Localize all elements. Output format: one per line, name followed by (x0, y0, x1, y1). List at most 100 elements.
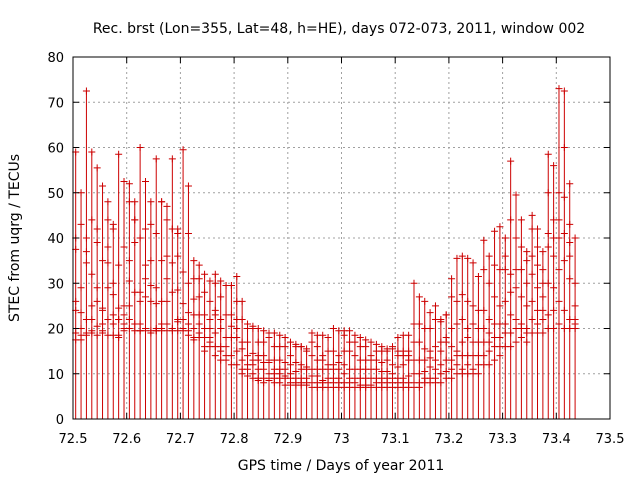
data-point (431, 302, 439, 310)
data-point (367, 338, 375, 346)
data-point (313, 343, 321, 351)
data-point (260, 365, 268, 373)
data-point (184, 182, 192, 190)
data-point (469, 302, 477, 310)
data-point (238, 370, 246, 378)
data-point (244, 365, 252, 373)
data-point (534, 243, 542, 251)
data-point (491, 227, 499, 235)
data-point (244, 352, 252, 360)
data-point (206, 297, 214, 305)
data-point (286, 352, 294, 360)
data-point (560, 144, 568, 151)
data-point (244, 372, 252, 380)
data-point (93, 331, 101, 339)
data-point (512, 284, 520, 292)
data-point (254, 356, 262, 364)
data-point (512, 191, 520, 199)
data-point (523, 279, 531, 287)
data-point (152, 155, 160, 163)
data-point (233, 272, 241, 280)
data-point (453, 297, 461, 305)
data-point (480, 306, 488, 314)
data-point (448, 325, 456, 332)
data-point (464, 361, 472, 369)
data-point (308, 338, 316, 346)
data-point (136, 288, 144, 296)
data-point (560, 229, 568, 237)
data-point (233, 334, 241, 342)
data-point (297, 343, 305, 351)
data-point (179, 268, 187, 276)
data-point (217, 277, 225, 285)
data-point (528, 252, 536, 260)
data-point (77, 309, 85, 317)
data-point (233, 347, 241, 355)
data-point (88, 315, 96, 323)
data-point (260, 352, 268, 360)
data-point (399, 361, 407, 369)
data-point (281, 334, 289, 342)
data-point (539, 293, 547, 301)
data-point (517, 293, 525, 301)
chart-title: Rec. brst (Lon=355, Lat=48, h=HE), days … (93, 21, 585, 37)
data-point (211, 352, 219, 360)
data-point (507, 157, 515, 165)
data-point (163, 252, 171, 260)
data-point (141, 261, 149, 269)
data-point (458, 252, 466, 260)
data-point (131, 216, 139, 224)
data-point (389, 343, 397, 351)
data-point (442, 311, 450, 319)
data-point (195, 320, 203, 328)
data-point (201, 288, 209, 296)
x-axis-label: GPS time / Days of year 2011 (238, 458, 445, 474)
data-point (448, 275, 456, 283)
data-point (528, 211, 536, 219)
data-point (319, 331, 327, 339)
data-point (163, 202, 171, 210)
x-tick-label: 72.8 (220, 432, 249, 447)
data-point (485, 347, 493, 355)
data-point (469, 320, 477, 328)
data-point (415, 293, 423, 301)
data-point (88, 329, 96, 337)
data-point (448, 365, 456, 373)
data-point (195, 293, 203, 301)
data-point (507, 329, 515, 337)
x-tick-label: 73.2 (434, 432, 463, 447)
data-point (405, 331, 413, 339)
data-point (426, 347, 434, 355)
data-point (544, 311, 552, 319)
data-point (437, 347, 445, 355)
data-point (136, 297, 144, 305)
data-point (550, 306, 558, 314)
data-point (415, 370, 423, 378)
data-point (480, 352, 488, 360)
data-point (206, 315, 214, 323)
data-point (136, 320, 144, 328)
axis-ticks (72, 56, 611, 420)
data-point (437, 379, 445, 387)
data-point (179, 315, 187, 323)
data-point (131, 239, 139, 247)
x-tick-label: 73.1 (381, 432, 410, 447)
data-point (104, 243, 112, 251)
data-point (351, 331, 359, 339)
data-point (528, 270, 536, 278)
data-point (501, 297, 509, 305)
x-tick-labels: 72.5 72.6 72.7 72.8 72.9 73 73.1 73.2 73.3 73.4 73… (59, 432, 625, 447)
data-point (190, 336, 198, 344)
x-tick-label: 72.5 (59, 432, 88, 447)
data-point (324, 334, 332, 342)
data-point (453, 361, 461, 369)
data-point (249, 349, 257, 357)
data-point (431, 343, 439, 351)
data-point (534, 284, 542, 292)
data-point (544, 243, 552, 251)
data-point (88, 148, 96, 156)
data-point (566, 180, 574, 188)
data-point (120, 177, 128, 185)
data-point (523, 338, 531, 346)
data-point (351, 338, 359, 346)
